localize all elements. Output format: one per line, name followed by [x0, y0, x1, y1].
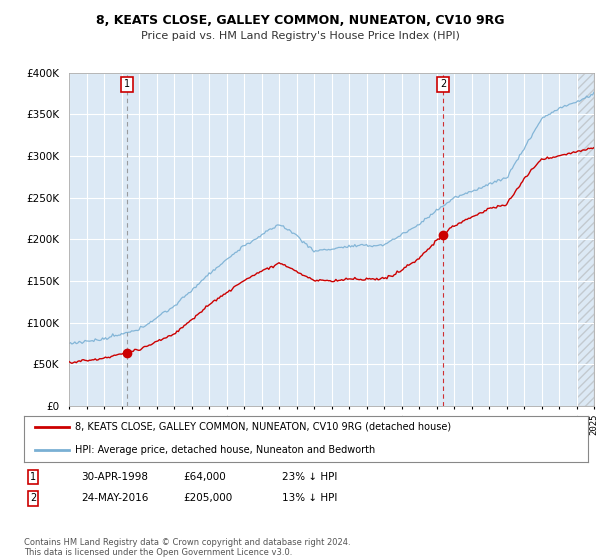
Text: Contains HM Land Registry data © Crown copyright and database right 2024.
This d: Contains HM Land Registry data © Crown c…	[24, 538, 350, 557]
Text: 1: 1	[30, 472, 36, 482]
Text: 23% ↓ HPI: 23% ↓ HPI	[282, 472, 337, 482]
Text: 30-APR-1998: 30-APR-1998	[81, 472, 148, 482]
Text: HPI: Average price, detached house, Nuneaton and Bedworth: HPI: Average price, detached house, Nune…	[75, 445, 375, 455]
Text: 2: 2	[30, 493, 36, 503]
Text: £64,000: £64,000	[183, 472, 226, 482]
Text: 13% ↓ HPI: 13% ↓ HPI	[282, 493, 337, 503]
Text: £205,000: £205,000	[183, 493, 232, 503]
Text: 1: 1	[124, 80, 130, 90]
Text: Price paid vs. HM Land Registry's House Price Index (HPI): Price paid vs. HM Land Registry's House …	[140, 31, 460, 41]
Text: 8, KEATS CLOSE, GALLEY COMMON, NUNEATON, CV10 9RG (detached house): 8, KEATS CLOSE, GALLEY COMMON, NUNEATON,…	[75, 422, 451, 432]
Text: 24-MAY-2016: 24-MAY-2016	[81, 493, 148, 503]
Text: 8, KEATS CLOSE, GALLEY COMMON, NUNEATON, CV10 9RG: 8, KEATS CLOSE, GALLEY COMMON, NUNEATON,…	[96, 14, 504, 27]
Text: 2: 2	[440, 80, 446, 90]
